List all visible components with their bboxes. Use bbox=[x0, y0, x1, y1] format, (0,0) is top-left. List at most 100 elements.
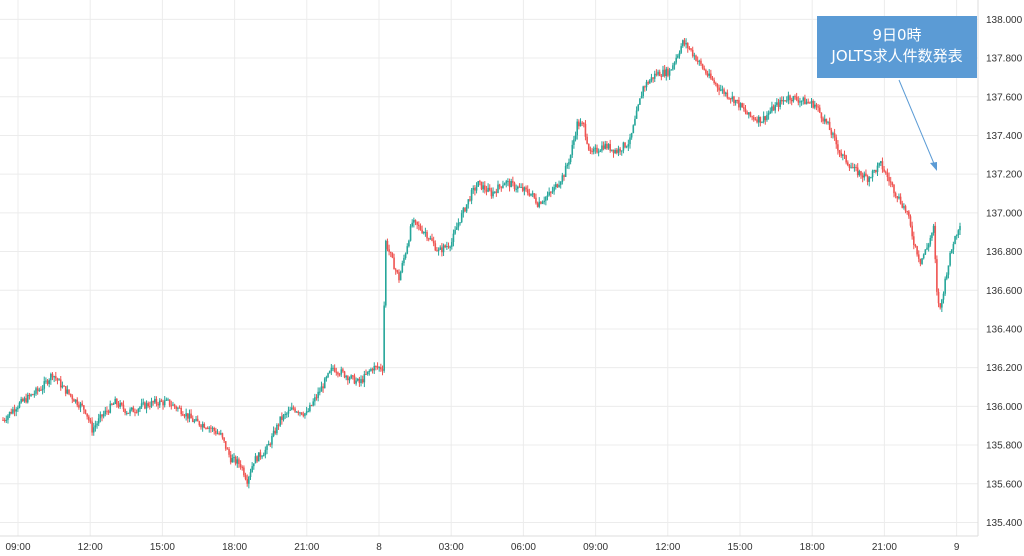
candle-body bbox=[644, 86, 646, 88]
candle-body bbox=[267, 444, 270, 446]
candle-body bbox=[404, 253, 407, 258]
candle-body bbox=[724, 92, 727, 94]
candle-body bbox=[56, 378, 59, 381]
candle-body bbox=[871, 170, 874, 178]
candle-body bbox=[144, 402, 146, 409]
candle-body bbox=[850, 167, 852, 169]
candle-body bbox=[579, 122, 582, 127]
candle-body bbox=[96, 423, 98, 426]
candle-body bbox=[124, 409, 126, 413]
candle-body bbox=[183, 415, 186, 417]
candle-body bbox=[409, 226, 412, 241]
candle-body bbox=[403, 257, 405, 264]
candle-body bbox=[449, 246, 451, 248]
candle-body bbox=[18, 402, 21, 408]
candle-body bbox=[286, 413, 288, 415]
candle-body bbox=[233, 456, 235, 459]
candle-body bbox=[751, 116, 753, 118]
candle-body bbox=[64, 386, 67, 394]
candle-body bbox=[295, 411, 298, 413]
candle-body bbox=[83, 405, 85, 410]
candle-body bbox=[249, 472, 252, 477]
candle-body bbox=[673, 62, 676, 66]
candle-body bbox=[238, 459, 240, 465]
candle-body bbox=[175, 406, 178, 409]
candle-body bbox=[393, 257, 395, 270]
candle-body bbox=[248, 476, 250, 484]
candle-body bbox=[43, 381, 46, 389]
candle-body bbox=[427, 238, 430, 240]
candle-body bbox=[262, 454, 265, 457]
candle-body bbox=[790, 99, 793, 102]
candle-body bbox=[381, 369, 384, 371]
candle-body bbox=[893, 184, 895, 194]
candle-body bbox=[394, 269, 397, 271]
candle-body bbox=[625, 146, 628, 148]
candle-body bbox=[309, 405, 311, 412]
candle-body bbox=[28, 394, 31, 396]
candle-body bbox=[276, 424, 278, 434]
candle-body bbox=[805, 101, 808, 105]
candle-body bbox=[46, 380, 49, 384]
candle-body bbox=[319, 391, 321, 393]
candle-body bbox=[426, 232, 428, 239]
candle-body bbox=[743, 107, 745, 109]
candle-body bbox=[830, 129, 833, 135]
candle-body bbox=[926, 247, 928, 250]
candle-body bbox=[886, 172, 889, 178]
candle-body bbox=[769, 111, 772, 114]
candle-body bbox=[330, 367, 333, 372]
candle-body bbox=[59, 379, 62, 388]
candle-body bbox=[91, 421, 93, 433]
candle-body bbox=[421, 229, 423, 233]
candle-body bbox=[851, 167, 854, 169]
candle-body bbox=[932, 225, 935, 233]
x-axis: 09:00 12:00 15:00 18:00 21:00 8 03:00 06:00 09:0… bbox=[5, 542, 959, 553]
candle-body bbox=[734, 99, 737, 104]
candle-body bbox=[719, 89, 722, 91]
candle-body bbox=[906, 211, 908, 213]
candle-body bbox=[150, 401, 153, 407]
candle-body bbox=[104, 410, 107, 414]
candle-body bbox=[383, 305, 385, 371]
candle-body bbox=[300, 412, 303, 415]
candle-body bbox=[121, 402, 123, 405]
candle-body bbox=[696, 60, 699, 62]
candle-body bbox=[894, 193, 897, 197]
candle-body bbox=[109, 403, 112, 413]
candle-body bbox=[510, 181, 512, 188]
candle-body bbox=[178, 407, 181, 409]
candle-body bbox=[540, 201, 542, 204]
candle-body bbox=[690, 48, 692, 50]
candle-body bbox=[307, 411, 310, 413]
candle-body bbox=[432, 240, 435, 244]
candle-body bbox=[576, 121, 578, 136]
candle-body bbox=[343, 371, 346, 378]
candle-body bbox=[168, 399, 171, 406]
candle-body bbox=[558, 184, 560, 188]
candle-body bbox=[523, 187, 526, 191]
candle-body bbox=[898, 196, 900, 199]
candle-body bbox=[2, 419, 4, 421]
candle-body bbox=[703, 68, 706, 70]
candle-body bbox=[586, 136, 588, 144]
candle-body bbox=[493, 191, 496, 193]
candle-body bbox=[592, 149, 595, 152]
candle-body bbox=[119, 402, 121, 407]
candle-body bbox=[480, 181, 483, 190]
annotation-box: 9日0時 JOLTS求人件数発表 bbox=[817, 16, 977, 78]
candle-body bbox=[650, 77, 653, 81]
candle-body bbox=[305, 411, 308, 414]
candle-body bbox=[688, 47, 691, 49]
candle-body bbox=[244, 475, 247, 480]
candle-body bbox=[614, 150, 616, 154]
candle-body bbox=[315, 397, 318, 399]
candle-body bbox=[733, 96, 735, 104]
annotation-line1: 9日0時 bbox=[872, 26, 922, 44]
candle-body bbox=[391, 253, 394, 258]
candle-body bbox=[477, 181, 479, 187]
candle-body bbox=[487, 187, 489, 192]
candle-body bbox=[607, 144, 610, 149]
candle-body bbox=[84, 409, 87, 414]
candle-body bbox=[774, 104, 776, 111]
